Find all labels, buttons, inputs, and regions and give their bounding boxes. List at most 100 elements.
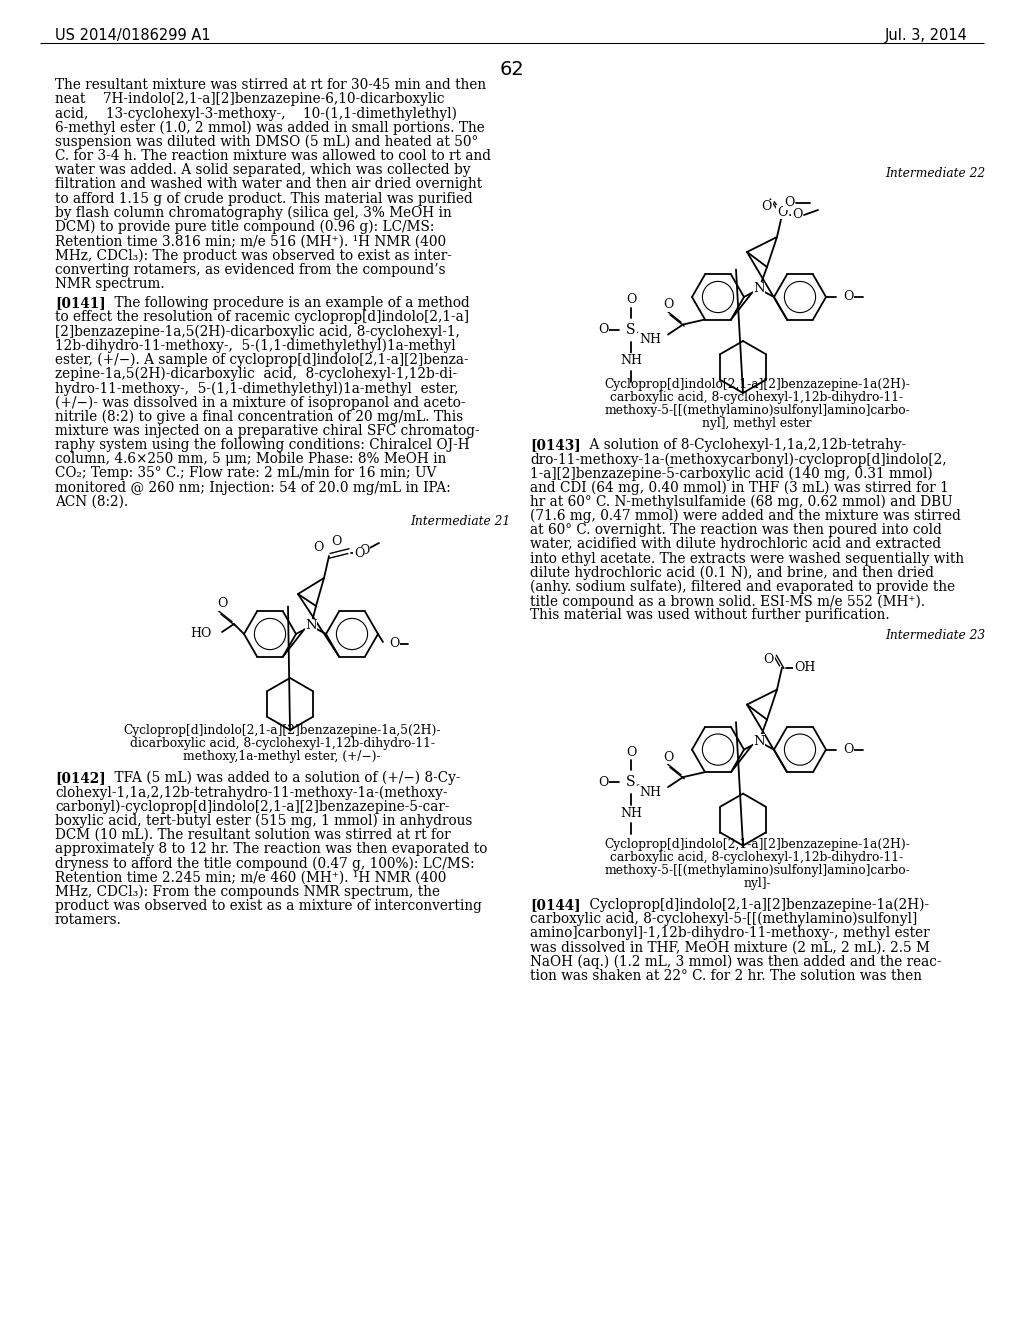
- Text: dicarboxylic acid, 8-cyclohexyl-1,12b-dihydro-11-: dicarboxylic acid, 8-cyclohexyl-1,12b-di…: [129, 737, 434, 750]
- Text: title compound as a brown solid. ESI-MS m/e 552 (MH⁺).: title compound as a brown solid. ESI-MS …: [530, 594, 925, 609]
- Text: O: O: [626, 746, 636, 759]
- Text: dro-11-methoxy-1a-(methoxycarbonyl)-cycloprop[d]indolo[2,: dro-11-methoxy-1a-(methoxycarbonyl)-cycl…: [530, 453, 946, 466]
- Text: OH: OH: [794, 661, 815, 675]
- Text: ester, (+/−). A sample of cycloprop[d]indolo[2,1-a][2]benza-: ester, (+/−). A sample of cycloprop[d]in…: [55, 352, 469, 367]
- Text: C. for 3-4 h. The reaction mixture was allowed to cool to rt and: C. for 3-4 h. The reaction mixture was a…: [55, 149, 490, 162]
- Text: hydro-11-methoxy-,  5-(1,1-dimethylethyl)1a-methyl  ester,: hydro-11-methoxy-, 5-(1,1-dimethylethyl)…: [55, 381, 459, 396]
- Text: Retention time 3.816 min; m/e 516 (MH⁺). ¹H NMR (400: Retention time 3.816 min; m/e 516 (MH⁺).…: [55, 234, 446, 248]
- Text: N: N: [754, 735, 765, 748]
- Text: ACN (8:2).: ACN (8:2).: [55, 495, 128, 508]
- Text: at 60° C. overnight. The reaction was then poured into cold: at 60° C. overnight. The reaction was th…: [530, 523, 942, 537]
- Text: filtration and washed with water and then air dried overnight: filtration and washed with water and the…: [55, 177, 482, 191]
- Text: This material was used without further purification.: This material was used without further p…: [530, 609, 890, 623]
- Text: HO: HO: [190, 627, 212, 640]
- Text: O: O: [359, 544, 370, 557]
- Text: 12b-dihydro-11-methoxy-,  5-(1,1-dimethylethyl)1a-methyl: 12b-dihydro-11-methoxy-, 5-(1,1-dimethyl…: [55, 339, 456, 352]
- Text: Intermediate 21: Intermediate 21: [410, 515, 510, 528]
- Text: column, 4.6×250 mm, 5 μm; Mobile Phase: 8% MeOH in: column, 4.6×250 mm, 5 μm; Mobile Phase: …: [55, 453, 446, 466]
- Text: NaOH (aq.) (1.2 mL, 3 mmol) was then added and the reac-: NaOH (aq.) (1.2 mL, 3 mmol) was then add…: [530, 954, 941, 969]
- Text: boxylic acid, tert-butyl ester (515 mg, 1 mmol) in anhydrous: boxylic acid, tert-butyl ester (515 mg, …: [55, 813, 472, 828]
- Text: O: O: [764, 653, 774, 667]
- Text: to effect the resolution of racemic cycloprop[d]indolo[2,1-a]: to effect the resolution of racemic cycl…: [55, 310, 469, 325]
- Text: TFA (5 mL) was added to a solution of (+/−) 8-Cy-: TFA (5 mL) was added to a solution of (+…: [97, 771, 461, 785]
- Text: O: O: [354, 548, 365, 561]
- Text: was dissolved in THF, MeOH mixture (2 mL, 2 mL). 2.5 M: was dissolved in THF, MeOH mixture (2 mL…: [530, 940, 930, 954]
- Text: [0144]: [0144]: [530, 898, 581, 912]
- Text: CO₂; Temp: 35° C.; Flow rate: 2 mL/min for 16 min; UV: CO₂; Temp: 35° C.; Flow rate: 2 mL/min f…: [55, 466, 436, 480]
- Text: O: O: [389, 638, 399, 651]
- Text: MHz, CDCl₃): The product was observed to exist as inter-: MHz, CDCl₃): The product was observed to…: [55, 248, 452, 263]
- Text: suspension was diluted with DMSO (5 mL) and heated at 50°: suspension was diluted with DMSO (5 mL) …: [55, 135, 478, 149]
- Text: The resultant mixture was stirred at rt for 30-45 min and then: The resultant mixture was stirred at rt …: [55, 78, 486, 92]
- Text: 62: 62: [500, 59, 524, 79]
- Text: (anhy. sodium sulfate), filtered and evaporated to provide the: (anhy. sodium sulfate), filtered and eva…: [530, 579, 955, 594]
- Text: N: N: [754, 282, 765, 296]
- Text: converting rotamers, as evidenced from the compound’s: converting rotamers, as evidenced from t…: [55, 263, 445, 277]
- Text: rotamers.: rotamers.: [55, 913, 122, 927]
- Text: N: N: [305, 619, 316, 632]
- Text: The following procedure is an example of a method: The following procedure is an example of…: [97, 296, 470, 310]
- Text: [0143]: [0143]: [530, 438, 581, 451]
- Text: product was observed to exist as a mixture of interconverting: product was observed to exist as a mixtu…: [55, 899, 482, 913]
- Text: NH: NH: [620, 807, 642, 820]
- Text: nitrile (8:2) to give a final concentration of 20 mg/mL. This: nitrile (8:2) to give a final concentrat…: [55, 409, 463, 424]
- Text: carboxylic acid, 8-cyclohexyl-1,12b-dihydro-11-: carboxylic acid, 8-cyclohexyl-1,12b-dihy…: [610, 391, 903, 404]
- Text: Intermediate 23: Intermediate 23: [885, 628, 985, 642]
- Text: raphy system using the following conditions: Chiralcel OJ-H: raphy system using the following conditi…: [55, 438, 470, 451]
- Text: 1-a][2]benzazepine-5-carboxylic acid (140 mg, 0.31 mmol): 1-a][2]benzazepine-5-carboxylic acid (14…: [530, 466, 933, 480]
- Text: carboxylic acid, 8-cyclohexyl-1,12b-dihydro-11-: carboxylic acid, 8-cyclohexyl-1,12b-dihy…: [610, 850, 903, 863]
- Text: acid,    13-cyclohexyl-3-methoxy-,    10-(1,1-dimethylethyl): acid, 13-cyclohexyl-3-methoxy-, 10-(1,1-…: [55, 107, 457, 121]
- Text: Intermediate 22: Intermediate 22: [885, 168, 985, 180]
- Text: [0142]: [0142]: [55, 771, 105, 785]
- Text: US 2014/0186299 A1: US 2014/0186299 A1: [55, 28, 211, 44]
- Text: Jul. 3, 2014: Jul. 3, 2014: [885, 28, 968, 44]
- Text: O: O: [598, 323, 608, 337]
- Text: 6-methyl ester (1.0, 2 mmol) was added in small portions. The: 6-methyl ester (1.0, 2 mmol) was added i…: [55, 120, 484, 135]
- Text: O: O: [217, 598, 227, 610]
- Text: amino]carbonyl]-1,12b-dihydro-11-methoxy-, methyl ester: amino]carbonyl]-1,12b-dihydro-11-methoxy…: [530, 927, 930, 940]
- Text: dryness to afford the title compound (0.47 g, 100%): LC/MS:: dryness to afford the title compound (0.…: [55, 857, 475, 871]
- Text: O: O: [663, 751, 673, 763]
- Text: O: O: [598, 776, 608, 788]
- Text: O: O: [843, 290, 853, 304]
- Text: methoxy,1a-methyl ester, (+/−)-: methoxy,1a-methyl ester, (+/−)-: [183, 750, 381, 763]
- Text: MHz, CDCl₃): From the compounds NMR spectrum, the: MHz, CDCl₃): From the compounds NMR spec…: [55, 884, 440, 899]
- Text: A solution of 8-Cyclohexyl-1,1a,2,12b-tetrahy-: A solution of 8-Cyclohexyl-1,1a,2,12b-te…: [572, 438, 906, 451]
- Text: S: S: [627, 775, 636, 789]
- Text: S: S: [627, 322, 636, 337]
- Text: O: O: [843, 743, 853, 756]
- Text: O: O: [777, 206, 787, 219]
- Text: DCM) to provide pure title compound (0.96 g): LC/MS:: DCM) to provide pure title compound (0.9…: [55, 220, 434, 235]
- Text: [2]benzazepine-1a,5(2H)-dicarboxylic acid, 8-cyclohexyl-1,: [2]benzazepine-1a,5(2H)-dicarboxylic aci…: [55, 325, 460, 339]
- Text: water was added. A solid separated, which was collected by: water was added. A solid separated, whic…: [55, 164, 470, 177]
- Text: NH: NH: [620, 354, 642, 367]
- Text: into ethyl acetate. The extracts were washed sequentially with: into ethyl acetate. The extracts were wa…: [530, 552, 965, 565]
- Text: by flash column chromatography (silica gel, 3% MeOH in: by flash column chromatography (silica g…: [55, 206, 452, 220]
- Text: NH: NH: [639, 785, 662, 799]
- Text: dilute hydrochloric acid (0.1 N), and brine, and then dried: dilute hydrochloric acid (0.1 N), and br…: [530, 566, 934, 581]
- Text: [0141]: [0141]: [55, 296, 105, 310]
- Text: neat    7H-indolo[2,1-a][2]benzazepine-6,10-dicarboxylic: neat 7H-indolo[2,1-a][2]benzazepine-6,10…: [55, 92, 444, 106]
- Text: (71.6 mg, 0.47 mmol) were added and the mixture was stirred: (71.6 mg, 0.47 mmol) were added and the …: [530, 510, 961, 524]
- Text: Cycloprop[d]indolo[2,1-a][2]benzazepine-1a(2H)-: Cycloprop[d]indolo[2,1-a][2]benzazepine-…: [604, 838, 910, 850]
- Text: (+/−)- was dissolved in a mixture of isopropanol and aceto-: (+/−)- was dissolved in a mixture of iso…: [55, 396, 466, 409]
- Text: DCM (10 mL). The resultant solution was stirred at rt for: DCM (10 mL). The resultant solution was …: [55, 828, 451, 842]
- Text: nyl]-: nyl]-: [743, 876, 771, 890]
- Text: tion was shaken at 22° C. for 2 hr. The solution was then: tion was shaken at 22° C. for 2 hr. The …: [530, 969, 922, 982]
- Text: Retention time 2.245 min; m/e 460 (MH⁺). ¹H NMR (400: Retention time 2.245 min; m/e 460 (MH⁺).…: [55, 870, 446, 884]
- Text: and CDI (64 mg, 0.40 mmol) in THF (3 mL) was stirred for 1: and CDI (64 mg, 0.40 mmol) in THF (3 mL)…: [530, 480, 949, 495]
- Text: zepine-1a,5(2H)-dicarboxylic  acid,  8-cyclohexyl-1,12b-di-: zepine-1a,5(2H)-dicarboxylic acid, 8-cyc…: [55, 367, 458, 381]
- Text: Cycloprop[d]indolo[2,1-a][2]benzazepine-1a(2H)-: Cycloprop[d]indolo[2,1-a][2]benzazepine-…: [572, 898, 929, 912]
- Text: carbonyl)-cycloprop[d]indolo[2,1-a][2]benzazepine-5-car-: carbonyl)-cycloprop[d]indolo[2,1-a][2]be…: [55, 800, 450, 814]
- Text: NMR spectrum.: NMR spectrum.: [55, 277, 165, 290]
- Text: methoxy-5-[[(methylamino)sulfonyl]amino]carbo-: methoxy-5-[[(methylamino)sulfonyl]amino]…: [604, 863, 910, 876]
- Text: clohexyl-1,1a,2,12b-tetrahydro-11-methoxy-1a-(methoxy-: clohexyl-1,1a,2,12b-tetrahydro-11-methox…: [55, 785, 447, 800]
- Text: water, acidified with dilute hydrochloric acid and extracted: water, acidified with dilute hydrochlori…: [530, 537, 941, 552]
- Text: Cycloprop[d]indolo[2,1-a][2]benzazepine-1a(2H)-: Cycloprop[d]indolo[2,1-a][2]benzazepine-…: [604, 378, 910, 391]
- Text: monitored @ 260 nm; Injection: 54 of 20.0 mg/mL in IPA:: monitored @ 260 nm; Injection: 54 of 20.…: [55, 480, 451, 495]
- Text: Cycloprop[d]indolo[2,1-a][2]benzazepine-1a,5(2H)-: Cycloprop[d]indolo[2,1-a][2]benzazepine-…: [123, 723, 440, 737]
- Text: NH: NH: [639, 333, 662, 346]
- Text: O: O: [626, 293, 636, 306]
- Text: hr at 60° C. N-methylsulfamide (68 mg, 0.62 mmol) and DBU: hr at 60° C. N-methylsulfamide (68 mg, 0…: [530, 495, 952, 510]
- Text: to afford 1.15 g of crude product. This material was purified: to afford 1.15 g of crude product. This …: [55, 191, 473, 206]
